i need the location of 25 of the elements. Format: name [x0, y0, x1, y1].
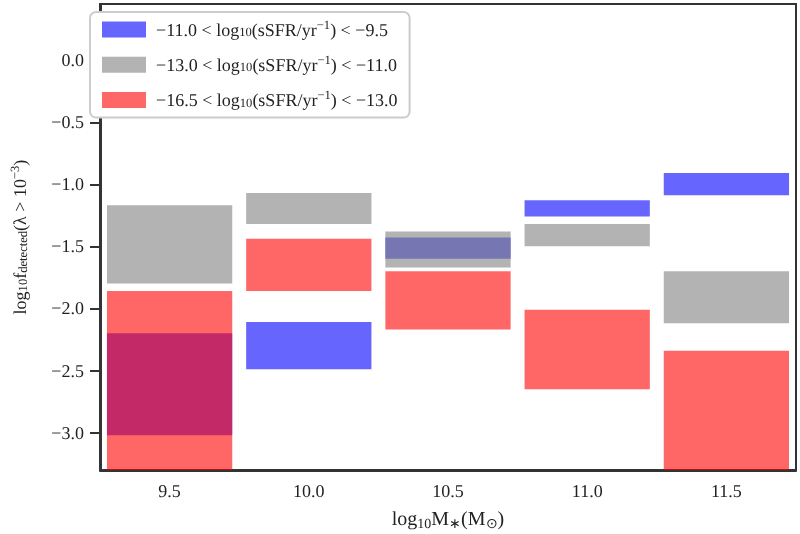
bar [246, 238, 372, 292]
bar [106, 205, 233, 284]
x-tick-label: 11.5 [710, 481, 743, 501]
bar [663, 350, 790, 470]
x-tick-label: 11.0 [571, 481, 604, 501]
bar [106, 291, 233, 470]
bar [385, 271, 511, 330]
y-tick-label: −2.0 [51, 298, 85, 319]
y-tick-label: −2.5 [51, 360, 85, 381]
bar [246, 192, 372, 224]
bar [524, 223, 650, 247]
bar [524, 200, 650, 217]
y-tick-label: −1.0 [51, 174, 85, 195]
bar [385, 231, 511, 268]
y-tick-label: −1.5 [51, 236, 85, 257]
y-tick-label: −0.5 [51, 112, 85, 133]
bar [246, 322, 372, 370]
x-tick-label: 9.5 [158, 481, 182, 501]
bar [663, 271, 790, 324]
x-tick-label: 10.0 [293, 481, 326, 501]
y-tick-label: 0.0 [61, 49, 85, 70]
bar [524, 309, 650, 390]
x-tick-label: 10.5 [432, 481, 465, 501]
bar [663, 173, 790, 196]
y-tick-label: −3.0 [51, 422, 85, 443]
